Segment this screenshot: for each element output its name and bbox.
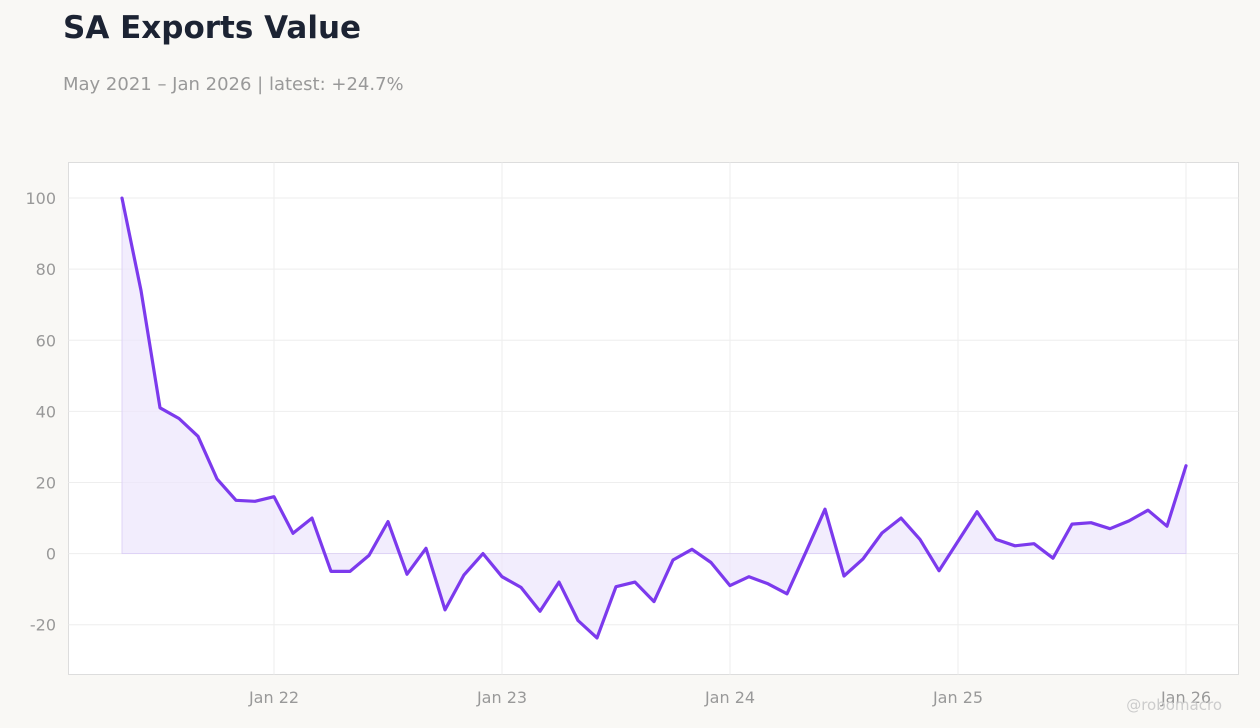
chart-title: SA Exports Value	[63, 10, 362, 46]
y-tick-label: 80	[36, 260, 56, 279]
y-tick-label: 20	[36, 474, 56, 493]
y-tick-label: 100	[25, 189, 56, 208]
y-tick-label: 0	[46, 545, 56, 564]
x-tick-label: Jan 25	[932, 688, 983, 707]
x-axis-labels: Jan 22 Jan 23 Jan 24 Jan 25 Jan 26	[248, 688, 1211, 707]
x-tick-label: Jan 22	[248, 688, 299, 707]
y-axis-labels: 100 80 60 40 20 0 -20	[25, 189, 56, 635]
x-tick-label: Jan 23	[476, 688, 527, 707]
x-gridlines	[273, 162, 1187, 675]
series-line	[120, 196, 1188, 640]
x-tick-label: Jan 26	[1160, 688, 1211, 707]
chart-subtitle: May 2021 – Jan 2026 | latest: +24.7%	[63, 74, 404, 95]
x-tick-label: Jan 24	[704, 688, 755, 707]
credit-watermark: @robomacro	[1126, 696, 1222, 714]
y-tick-label: -20	[30, 616, 56, 635]
y-tick-label: 60	[36, 331, 56, 350]
y-tick-label: 40	[36, 402, 56, 421]
